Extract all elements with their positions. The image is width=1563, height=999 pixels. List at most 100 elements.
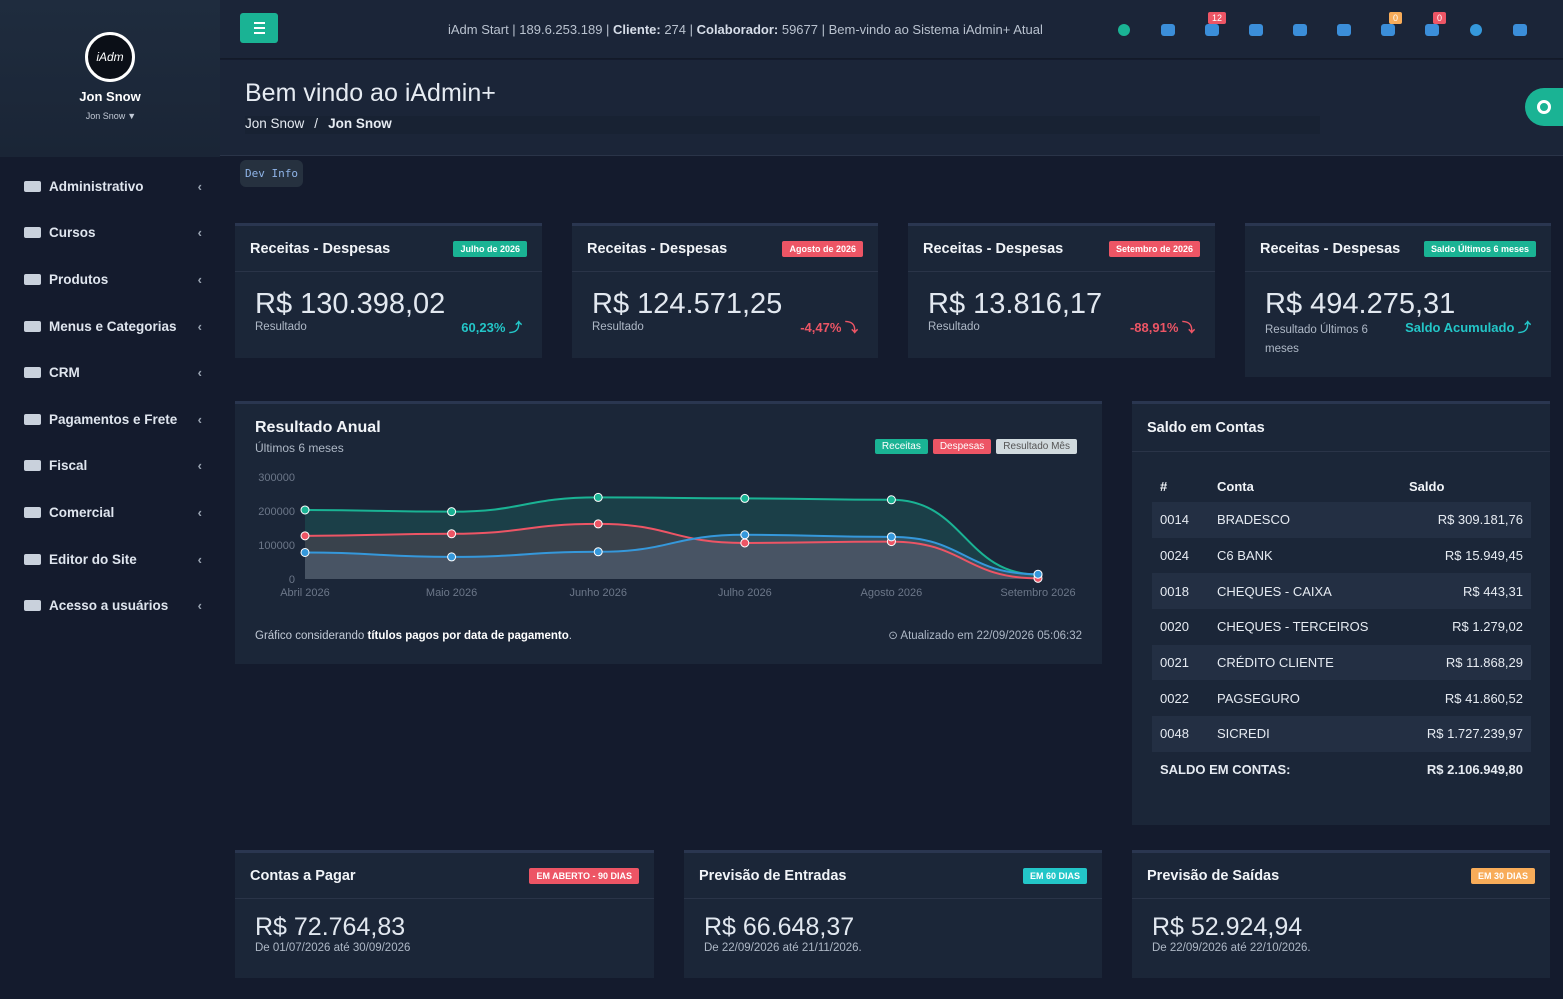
card-percentage: -88,91% ⤵ bbox=[1129, 320, 1195, 335]
sidebar-item-label: Pagamentos e Frete bbox=[49, 411, 178, 427]
row-account: CHEQUES - CAIXA bbox=[1209, 573, 1401, 610]
row-balance: R$ 443,31 bbox=[1401, 573, 1531, 610]
data-point bbox=[886, 495, 896, 505]
profile-panel: iAdm Jon Snow Jon Snow ▼ bbox=[0, 0, 220, 157]
footnote-bold: títulos pagos por data de pagamento bbox=[367, 630, 569, 642]
bar-chart-icon[interactable] bbox=[1242, 16, 1270, 44]
user-menu-toggle[interactable]: Jon Snow ▼ bbox=[0, 107, 220, 122]
sidebar-item-cursos[interactable]: Cursos ‹ bbox=[0, 210, 220, 257]
row-balance: R$ 15.949,45 bbox=[1444, 548, 1523, 564]
sidebar-item-label: Cursos bbox=[49, 225, 96, 241]
period-badge: EM 60 DIAS bbox=[1022, 867, 1087, 884]
card-title: Saldo em Contas bbox=[1147, 419, 1265, 436]
sidebar-item-produtos[interactable]: Produtos ‹ bbox=[0, 256, 220, 303]
kpi-card-saldo-6-meses: Receitas - Despesas Saldo Últimos 6 meses… bbox=[1245, 223, 1551, 377]
data-point bbox=[447, 529, 457, 539]
legend-resultado[interactable]: Resultado Mês bbox=[996, 439, 1077, 454]
tasks-icon[interactable]: 12 bbox=[1198, 12, 1226, 44]
table-row[interactable]: 0024 C6 BANK R$ 15.949,45 bbox=[1152, 538, 1531, 574]
tags-icon bbox=[24, 320, 41, 332]
x-tick-label: Agosto 2026 bbox=[861, 587, 923, 599]
sidebar-item-label: Editor do Site bbox=[49, 551, 137, 567]
sidebar-item-pagamentos[interactable]: Pagamentos e Frete ‹ bbox=[0, 396, 220, 443]
series-line bbox=[304, 533, 1039, 576]
sidebar-item-fiscal[interactable]: Fiscal ‹ bbox=[0, 443, 220, 490]
table-row[interactable]: 0014 BRADESCO R$ 309.181,76 bbox=[1152, 502, 1531, 538]
colaborador-label: Colaborador: bbox=[696, 22, 779, 37]
sidebar-item-menus[interactable]: Menus e Categorias ‹ bbox=[0, 303, 220, 350]
row-code: 0021 bbox=[1152, 644, 1209, 681]
data-point bbox=[593, 492, 603, 502]
area-chart-icon bbox=[24, 460, 41, 472]
column-header: Conta bbox=[1217, 478, 1254, 494]
top-navbar: iAdm Start | 189.6.253.189 | Cliente: 27… bbox=[220, 0, 1563, 59]
card-title: Receitas - Despesas bbox=[923, 240, 1064, 257]
users-icon[interactable] bbox=[1286, 16, 1314, 44]
child-icon bbox=[24, 600, 41, 612]
card-title: Previsão de Saídas bbox=[1147, 867, 1280, 884]
card-subtitle: Resultado Últimos 6 meses bbox=[1265, 321, 1551, 359]
sidebar-item-label: Produtos bbox=[49, 271, 109, 287]
x-tick-label: Junho 2026 bbox=[569, 587, 627, 599]
whatsapp-icon[interactable] bbox=[1462, 16, 1490, 44]
x-tick-label: Julho 2026 bbox=[718, 587, 772, 599]
row-account: C6 BANK bbox=[1217, 548, 1273, 564]
file-icon bbox=[24, 227, 41, 239]
table-row[interactable]: 0021 CRÉDITO CLIENTE R$ 11.868,29 bbox=[1152, 644, 1531, 681]
chevron-left-icon: ‹ bbox=[197, 504, 202, 520]
table-total-row: SALDO EM CONTAS: R$ 2.106.949,80 bbox=[1152, 752, 1531, 788]
chevron-left-icon: ‹ bbox=[197, 271, 202, 287]
row-code: 0014 bbox=[1152, 502, 1209, 538]
comments-icon[interactable]: 0 bbox=[1418, 12, 1446, 44]
row-balance: R$ 41.860,52 bbox=[1444, 690, 1523, 706]
row-account: CHEQUES - TERCEIROS bbox=[1217, 619, 1369, 635]
tags-icon[interactable] bbox=[1154, 16, 1182, 44]
footnote-prefix: Gráfico considerando bbox=[255, 630, 368, 642]
session-prefix: iAdm Start | 189.6.253.189 | bbox=[448, 22, 614, 37]
user-plus-icon[interactable] bbox=[1330, 16, 1358, 44]
y-tick-label: 200000 bbox=[258, 506, 295, 518]
sign-out-icon[interactable] bbox=[1506, 16, 1534, 44]
table-row[interactable]: 0022 PAGSEGURO R$ 41.860,52 bbox=[1152, 680, 1531, 716]
sidebar-item-comercial[interactable]: Comercial ‹ bbox=[0, 489, 220, 536]
sidebar-item-administrativo[interactable]: Administrativo ‹ bbox=[0, 163, 220, 210]
sidebar-item-label: CRM bbox=[49, 365, 80, 381]
month-badge: Agosto de 2026 bbox=[782, 240, 863, 257]
row-code: 0024 bbox=[1160, 548, 1189, 564]
table-row[interactable]: 0020 CHEQUES - TERCEIROS R$ 1.279,02 bbox=[1152, 609, 1531, 645]
sidebar-item-acesso[interactable]: Acesso a usuários ‹ bbox=[0, 582, 220, 629]
chevron-left-icon: ‹ bbox=[197, 551, 202, 567]
data-point bbox=[300, 505, 310, 515]
row-code: 0018 bbox=[1152, 573, 1209, 610]
table-row[interactable]: 0048 SICREDI R$ 1.727.239,97 bbox=[1152, 716, 1531, 752]
y-tick-label: 0 bbox=[289, 574, 295, 586]
data-point bbox=[447, 552, 457, 562]
row-code: 0022 bbox=[1160, 690, 1189, 706]
sidebar-item-editor[interactable]: Editor do Site ‹ bbox=[0, 536, 220, 583]
row-balance: R$ 1.279,02 bbox=[1452, 619, 1523, 635]
legend-despesas[interactable]: Despesas bbox=[932, 439, 992, 454]
data-point bbox=[300, 547, 310, 557]
card-title: Receitas - Despesas bbox=[587, 240, 728, 257]
card-accumulated: Saldo Acumulado ⤴ bbox=[1405, 320, 1531, 335]
gear-icon bbox=[1537, 100, 1551, 114]
card-subtitle: Resultado bbox=[928, 321, 980, 333]
breadcrumb-link[interactable]: Jon Snow bbox=[245, 116, 305, 131]
data-point bbox=[886, 532, 896, 542]
menu-toggle-button[interactable] bbox=[240, 13, 278, 43]
globe-icon[interactable] bbox=[1110, 16, 1138, 44]
row-code: 0048 bbox=[1152, 716, 1209, 752]
sidebar-nav: Administrativo ‹ Cursos ‹ Produtos ‹ Menus … bbox=[0, 163, 220, 629]
series-line bbox=[304, 522, 1039, 580]
chevron-left-icon: ‹ bbox=[197, 225, 202, 241]
user-menu-label: Jon Snow bbox=[85, 111, 126, 121]
table-row[interactable]: 0018 CHEQUES - CAIXA R$ 443,31 bbox=[1152, 573, 1531, 610]
dev-info-button[interactable]: Dev Info bbox=[240, 160, 303, 187]
settings-gear-button[interactable] bbox=[1525, 88, 1563, 126]
legend-receitas[interactable]: Receitas bbox=[874, 439, 928, 454]
chat-badge: 0 bbox=[1432, 12, 1446, 24]
data-point bbox=[593, 519, 603, 529]
sidebar-item-crm[interactable]: CRM ‹ bbox=[0, 349, 220, 396]
envelope-icon[interactable]: 0 bbox=[1374, 12, 1402, 44]
